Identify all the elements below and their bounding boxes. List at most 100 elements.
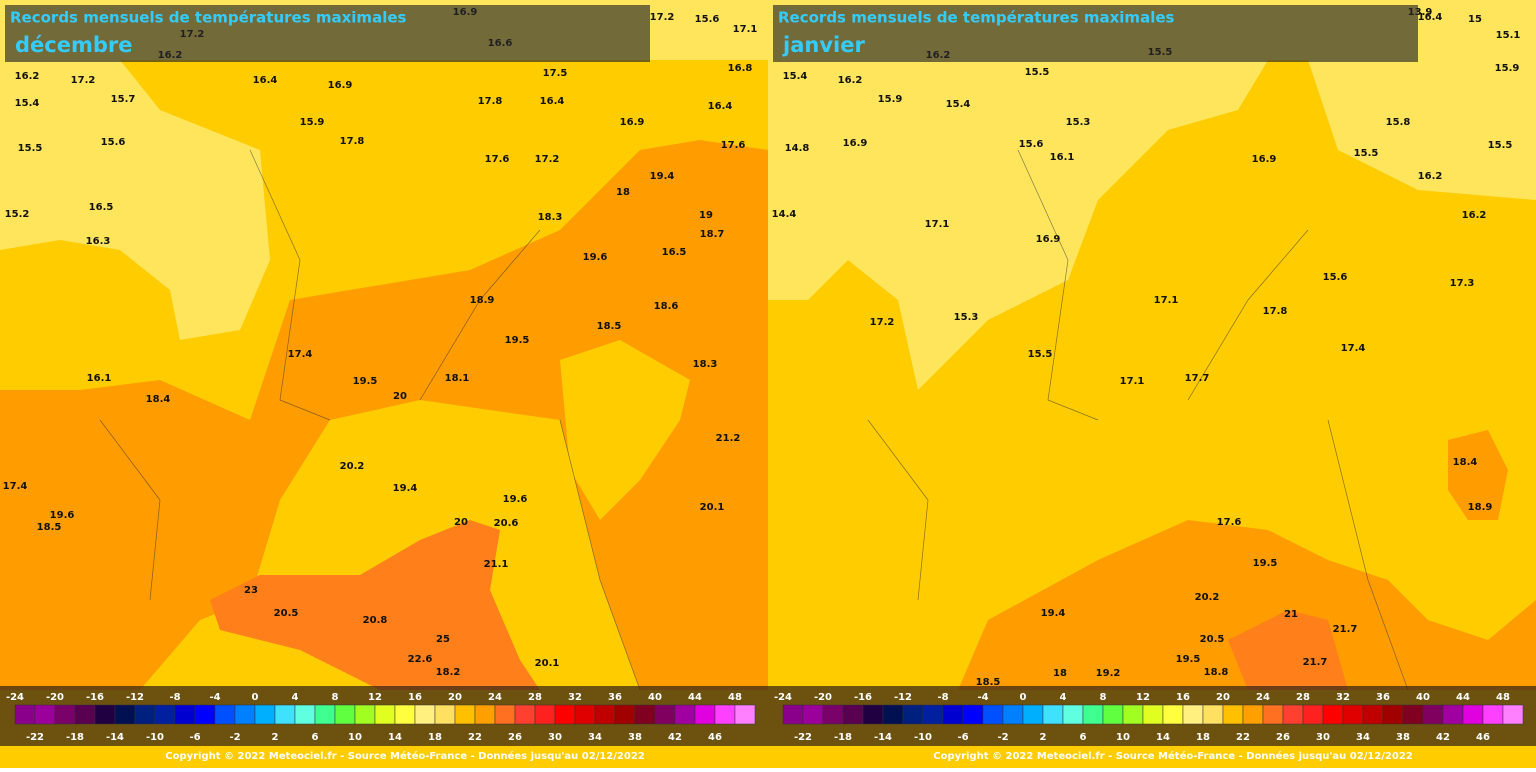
scale-label: 46 [1476,732,1490,743]
scale-label: 48 [728,692,742,703]
scale-label: 24 [488,692,502,703]
scale-swatch [494,704,516,725]
scale-label: 16 [408,692,422,703]
station-value: 20.1 [535,658,560,669]
scale-swatch [802,704,824,725]
scale-swatch [654,704,676,725]
scale-swatch [1282,704,1304,725]
station-value: 15.4 [946,99,971,110]
scale-label: -4 [977,692,988,703]
temperature-zone [0,60,270,340]
scale-label: -10 [914,732,932,743]
scale-label: -12 [894,692,912,703]
scale-swatch [1242,704,1264,725]
scale-label: 30 [1316,732,1330,743]
scale-label: -6 [957,732,968,743]
scale-swatch [514,704,536,725]
scale-label: 12 [368,692,382,703]
station-value: 19.5 [1253,558,1278,569]
station-value: 19.4 [393,483,418,494]
station-value: 17.6 [485,154,510,165]
scale-label: 6 [312,732,319,743]
station-value: 19.2 [1096,668,1121,679]
scale-swatch [1202,704,1224,725]
station-value: 17.2 [870,317,895,328]
station-value: 16.1 [1050,152,1075,163]
station-value: 18.9 [1468,502,1493,513]
station-value: 15.3 [954,312,979,323]
scale-swatch [1262,704,1284,725]
scale-label: -24 [6,692,24,703]
scale-swatch [782,704,804,725]
scale-label: 42 [668,732,682,743]
scale-swatch [394,704,416,725]
scale-swatch [1182,704,1204,725]
temperature-zone [1308,60,1536,200]
station-value: 21 [1284,609,1298,620]
scale-label: -2 [229,732,240,743]
scale-swatch [1502,704,1524,725]
station-value: 18.5 [976,677,1001,688]
station-value: 15.6 [1019,139,1044,150]
scale-swatch [922,704,944,725]
scale-label: 20 [448,692,462,703]
scale-swatch [842,704,864,725]
title-bar [773,5,1418,62]
scale-swatch [334,704,356,725]
scale-swatch [734,704,756,725]
scale-swatch [414,704,436,725]
temperature-zone [210,520,540,690]
station-value: 18.4 [1453,457,1478,468]
scale-label: 0 [1020,692,1027,703]
station-value: 18.8 [1204,667,1229,678]
station-value: 17.5 [543,68,568,79]
station-value: 18 [616,187,630,198]
scale-label: 10 [1116,732,1130,743]
scale-swatch [962,704,984,725]
scale-swatch [474,704,496,725]
scale-label: 18 [428,732,442,743]
scale-swatch [374,704,396,725]
scale-swatch [942,704,964,725]
scale-swatch [1222,704,1244,725]
scale-label: 34 [1356,732,1370,743]
station-value: 19.6 [583,252,608,263]
scale-swatch [1442,704,1464,725]
scale-label: 38 [1396,732,1410,743]
station-value: 15.5 [18,143,43,154]
scale-label: 44 [688,692,702,703]
scale-swatch [174,704,196,725]
scale-swatch [94,704,116,725]
station-value: 16.4 [253,75,278,86]
station-value: 21.7 [1333,624,1358,635]
scale-swatch [534,704,556,725]
station-value: 15.5 [1025,67,1050,78]
station-value: 17.7 [1185,373,1210,384]
scale-swatch [634,704,656,725]
station-value: 16.5 [662,247,687,258]
station-value: 17.6 [721,140,746,151]
station-value: 18.1 [445,373,470,384]
station-value: 16.2 [1418,171,1443,182]
temperature-zone [958,520,1536,690]
scale-swatch [1062,704,1084,725]
scale-label: -18 [834,732,852,743]
scale-label: 40 [648,692,662,703]
scale-swatch [154,704,176,725]
station-value: 16.8 [728,63,753,74]
scale-swatch [54,704,76,725]
station-value: 15.9 [878,94,903,105]
station-value: 18.5 [37,522,62,533]
scale-swatch [114,704,136,725]
station-value: 21.1 [484,559,509,570]
station-value: 16.9 [1036,234,1061,245]
station-value: 15.5 [1354,148,1379,159]
scale-swatch [982,704,1004,725]
station-value: 15.4 [15,98,40,109]
station-value: 17.1 [1120,376,1145,387]
station-value: 18.6 [654,301,679,312]
scale-label: 2 [272,732,279,743]
scale-swatch [1482,704,1504,725]
scale-label: -12 [126,692,144,703]
